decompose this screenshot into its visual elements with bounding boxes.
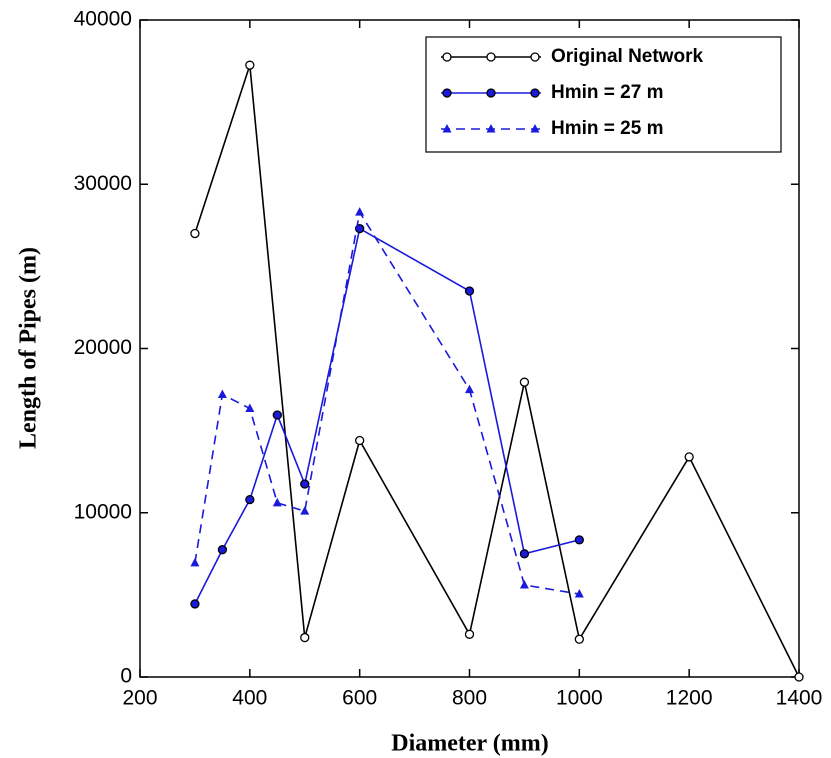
marker [519, 549, 530, 559]
marker [442, 124, 452, 133]
marker [190, 557, 200, 567]
y-tick-label: 30000 [74, 172, 132, 195]
marker [530, 88, 540, 98]
marker [684, 452, 694, 462]
legend-label: Hmin = 27 m [551, 82, 663, 103]
marker [190, 599, 200, 609]
marker [272, 410, 282, 420]
y-tick-label: 0 [120, 665, 132, 688]
x-tick-label: 400 [232, 687, 267, 710]
marker [519, 377, 530, 387]
legend-label: Original Network [551, 46, 703, 67]
marker [794, 672, 804, 682]
marker [530, 52, 540, 62]
marker [464, 286, 475, 296]
marker [486, 124, 496, 133]
marker [519, 580, 529, 589]
marker [574, 634, 584, 644]
marker [272, 497, 282, 507]
marker [442, 88, 452, 98]
marker [190, 228, 200, 239]
marker [355, 207, 365, 216]
marker [300, 632, 310, 643]
y-tick-label: 20000 [74, 336, 132, 359]
marker [245, 494, 255, 505]
marker [442, 52, 452, 62]
marker [245, 60, 255, 70]
marker [300, 506, 310, 515]
marker [355, 435, 365, 446]
legend-label: Hmin = 25 m [551, 118, 663, 139]
marker [245, 403, 255, 412]
x-axis-title: Diameter (mm) [391, 731, 548, 757]
series-line [194, 227, 580, 605]
marker [574, 535, 584, 545]
marker [465, 384, 474, 394]
y-tick-label: 10000 [74, 500, 132, 523]
marker [217, 389, 227, 398]
x-tick-label: 1200 [666, 687, 713, 710]
series-line [194, 64, 800, 678]
marker [486, 88, 496, 98]
legend-frame [425, 36, 782, 153]
series-line [194, 209, 580, 595]
marker [486, 52, 496, 62]
x-tick-label: 800 [452, 687, 487, 710]
marker [217, 545, 228, 555]
marker [464, 629, 475, 639]
x-tick-label: 200 [122, 687, 157, 710]
x-tick-label: 600 [342, 687, 377, 710]
x-tick-label: 1400 [776, 687, 823, 710]
y-axis-title: Length of Pipes (m) [16, 247, 42, 449]
marker [300, 479, 310, 489]
y-tick-label: 40000 [74, 8, 132, 31]
marker [530, 124, 540, 133]
marker [574, 589, 584, 598]
x-tick-label: 1000 [556, 687, 603, 710]
